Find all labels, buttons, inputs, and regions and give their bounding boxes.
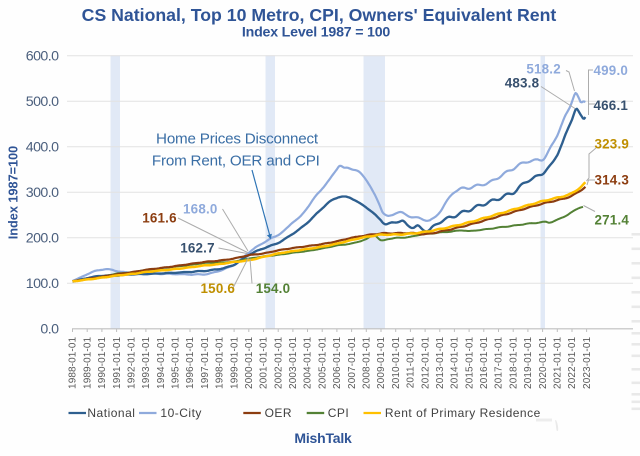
svg-text:2007-01-01: 2007-01-01: [347, 336, 358, 388]
svg-text:2015-01-01: 2015-01-01: [464, 336, 475, 388]
svg-text:2003-01-01: 2003-01-01: [288, 336, 299, 388]
svg-text:Home Prices Disconnect: Home Prices Disconnect: [156, 131, 319, 148]
svg-text:OER: OER: [265, 406, 293, 420]
svg-text:2001-01-01: 2001-01-01: [259, 336, 270, 388]
svg-text:1993-01-01: 1993-01-01: [141, 336, 152, 388]
svg-text:1996-01-01: 1996-01-01: [185, 336, 196, 388]
svg-text:1995-01-01: 1995-01-01: [171, 336, 182, 388]
svg-text:2004-01-01: 2004-01-01: [303, 336, 314, 388]
svg-text:10-City: 10-City: [160, 406, 202, 420]
svg-text:500.0: 500.0: [26, 94, 59, 110]
svg-text:1998-01-01: 1998-01-01: [215, 336, 226, 388]
svg-text:1989-01-01: 1989-01-01: [82, 336, 93, 388]
svg-text:Rent of Primary Residence: Rent of Primary Residence: [385, 406, 541, 420]
svg-text:Index 1987=100: Index 1987=100: [7, 146, 21, 239]
svg-text:0.0: 0.0: [40, 322, 59, 338]
svg-text:1994-01-01: 1994-01-01: [156, 336, 167, 388]
svg-text:2023-01-01: 2023-01-01: [582, 336, 593, 388]
svg-text:200.0: 200.0: [26, 231, 59, 247]
svg-text:2017-01-01: 2017-01-01: [494, 336, 505, 388]
svg-text:1992-01-01: 1992-01-01: [127, 336, 138, 388]
svg-text:2021-01-01: 2021-01-01: [553, 336, 564, 388]
svg-text:National: National: [87, 406, 135, 420]
svg-text:2005-01-01: 2005-01-01: [317, 336, 328, 388]
svg-text:1990-01-01: 1990-01-01: [97, 336, 108, 388]
svg-text:168.0: 168.0: [183, 201, 218, 216]
svg-text:2016-01-01: 2016-01-01: [479, 336, 490, 388]
svg-text:300.0: 300.0: [26, 185, 59, 201]
svg-text:2009-01-01: 2009-01-01: [376, 336, 387, 388]
svg-text:CS National, Top 10 Metro, CPI: CS National, Top 10 Metro, CPI, Owners' …: [82, 5, 557, 25]
svg-text:314.3: 314.3: [595, 173, 630, 188]
svg-text:2019-01-01: 2019-01-01: [523, 336, 534, 388]
svg-text:400.0: 400.0: [26, 140, 59, 156]
svg-text:100.0: 100.0: [26, 276, 59, 292]
svg-text:161.6: 161.6: [142, 211, 177, 226]
svg-text:Index Level 1987 = 100: Index Level 1987 = 100: [242, 25, 391, 41]
svg-text:162.7: 162.7: [180, 240, 215, 255]
svg-text:2010-01-01: 2010-01-01: [391, 336, 402, 388]
svg-text:518.2: 518.2: [526, 62, 561, 77]
svg-text:323.9: 323.9: [595, 137, 630, 152]
svg-text:2013-01-01: 2013-01-01: [435, 336, 446, 388]
svg-text:2011-01-01: 2011-01-01: [406, 336, 417, 388]
svg-text:2014-01-01: 2014-01-01: [450, 336, 461, 388]
svg-text:1988-01-01: 1988-01-01: [68, 336, 79, 388]
svg-text:2008-01-01: 2008-01-01: [362, 336, 373, 388]
svg-text:2018-01-01: 2018-01-01: [508, 336, 519, 388]
svg-text:2002-01-01: 2002-01-01: [273, 336, 284, 388]
svg-text:2006-01-01: 2006-01-01: [332, 336, 343, 388]
svg-text:2020-01-01: 2020-01-01: [538, 336, 549, 388]
svg-text:From Rent, OER and CPI: From Rent, OER and CPI: [152, 152, 320, 169]
svg-text:499.0: 499.0: [594, 63, 629, 78]
svg-text:MishTalk: MishTalk: [294, 430, 352, 446]
svg-text:2000-01-01: 2000-01-01: [244, 336, 255, 388]
svg-text:1997-01-01: 1997-01-01: [200, 336, 211, 388]
svg-text:2012-01-01: 2012-01-01: [420, 336, 431, 388]
svg-text:2022-01-01: 2022-01-01: [567, 336, 578, 388]
svg-text:150.6: 150.6: [201, 281, 236, 296]
svg-text:466.1: 466.1: [594, 98, 629, 113]
svg-text:600.0: 600.0: [26, 49, 59, 65]
svg-text:271.4: 271.4: [595, 212, 630, 227]
svg-text:1991-01-01: 1991-01-01: [112, 336, 123, 388]
svg-text:CPI: CPI: [328, 406, 350, 420]
svg-text:154.0: 154.0: [256, 281, 291, 296]
svg-text:483.8: 483.8: [505, 76, 540, 91]
svg-text:1999-01-01: 1999-01-01: [229, 336, 240, 388]
